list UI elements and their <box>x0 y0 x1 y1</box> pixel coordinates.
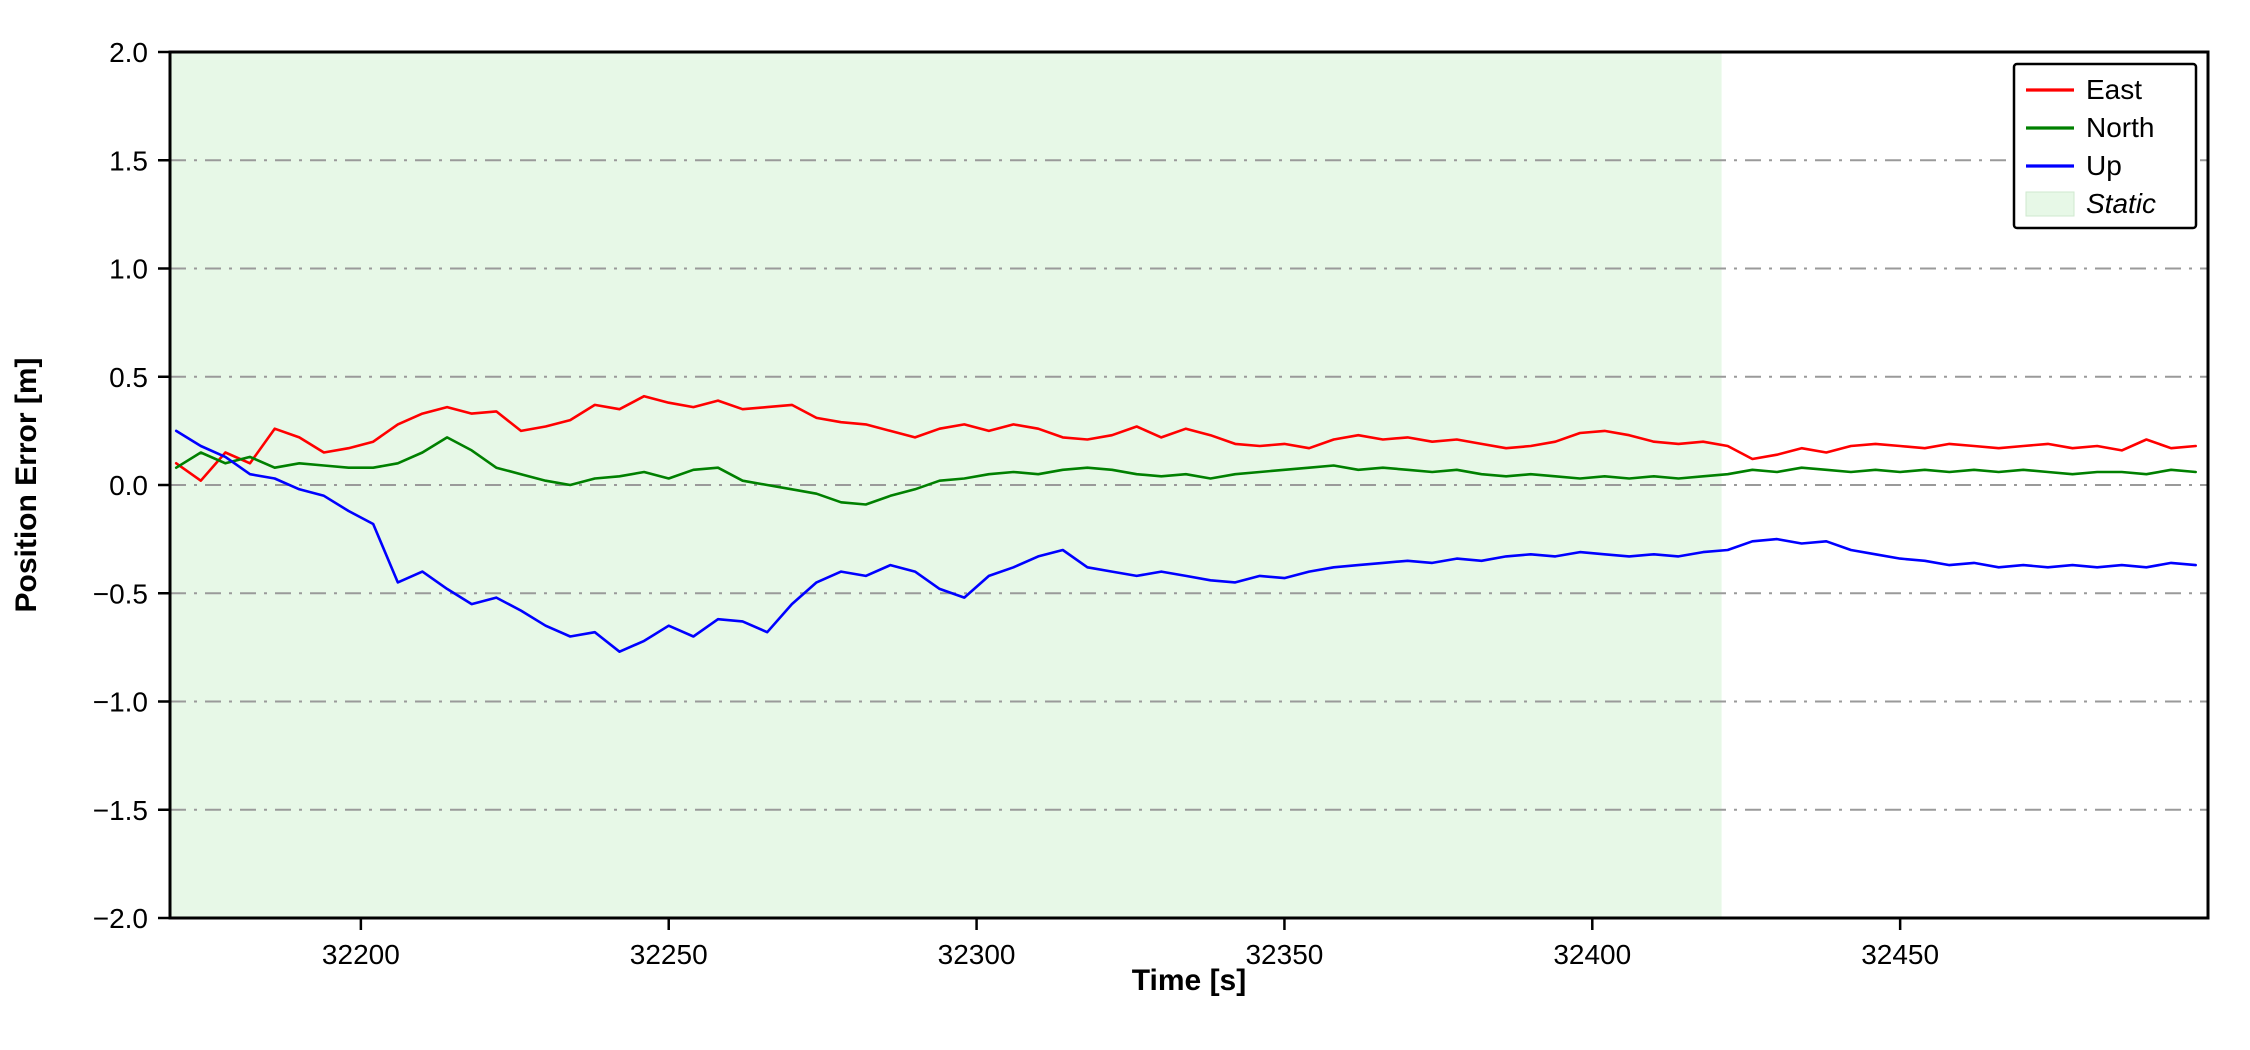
y-tick-label: −2.0 <box>93 903 148 934</box>
x-tick-label: 32350 <box>1245 939 1323 970</box>
y-tick-label: −1.5 <box>93 795 148 826</box>
y-tick-label: 2.0 <box>109 37 148 68</box>
series-line-east <box>174 394 2197 483</box>
legend-label-north: North <box>2086 112 2154 143</box>
legend-label-up: Up <box>2086 150 2122 181</box>
plot-layers: 32200 32250 32300 32350 32400 32450 2.0 1.5 1.0 0… <box>93 37 2210 970</box>
x-tick-label: 32450 <box>1861 939 1939 970</box>
x-axis-title: Time [s] <box>1132 964 1246 997</box>
legend-sample-static <box>2025 191 2075 217</box>
x-tick-label: 32250 <box>630 939 708 970</box>
y-tick-label: 1.0 <box>109 254 148 285</box>
x-tick-label: 32300 <box>938 939 1016 970</box>
legend-label-east: East <box>2086 74 2142 105</box>
series-line-north <box>174 436 2197 506</box>
y-tick-label: 0.0 <box>109 470 148 501</box>
y-tick-label: 0.5 <box>109 362 148 393</box>
y-tick-label: −1.0 <box>93 687 148 718</box>
x-tick-label: 32400 <box>1553 939 1631 970</box>
y-tick-label: −0.5 <box>93 578 148 609</box>
x-tick-label: 32200 <box>322 939 400 970</box>
y-tick-label: 1.5 <box>109 145 148 176</box>
legend-label-static: Static <box>2086 188 2156 219</box>
series-line-up <box>174 429 2197 654</box>
legend: East North Up Static <box>2012 62 2198 230</box>
legend-box <box>2012 62 2198 230</box>
y-axis-title: Position Error [m] <box>10 357 43 612</box>
